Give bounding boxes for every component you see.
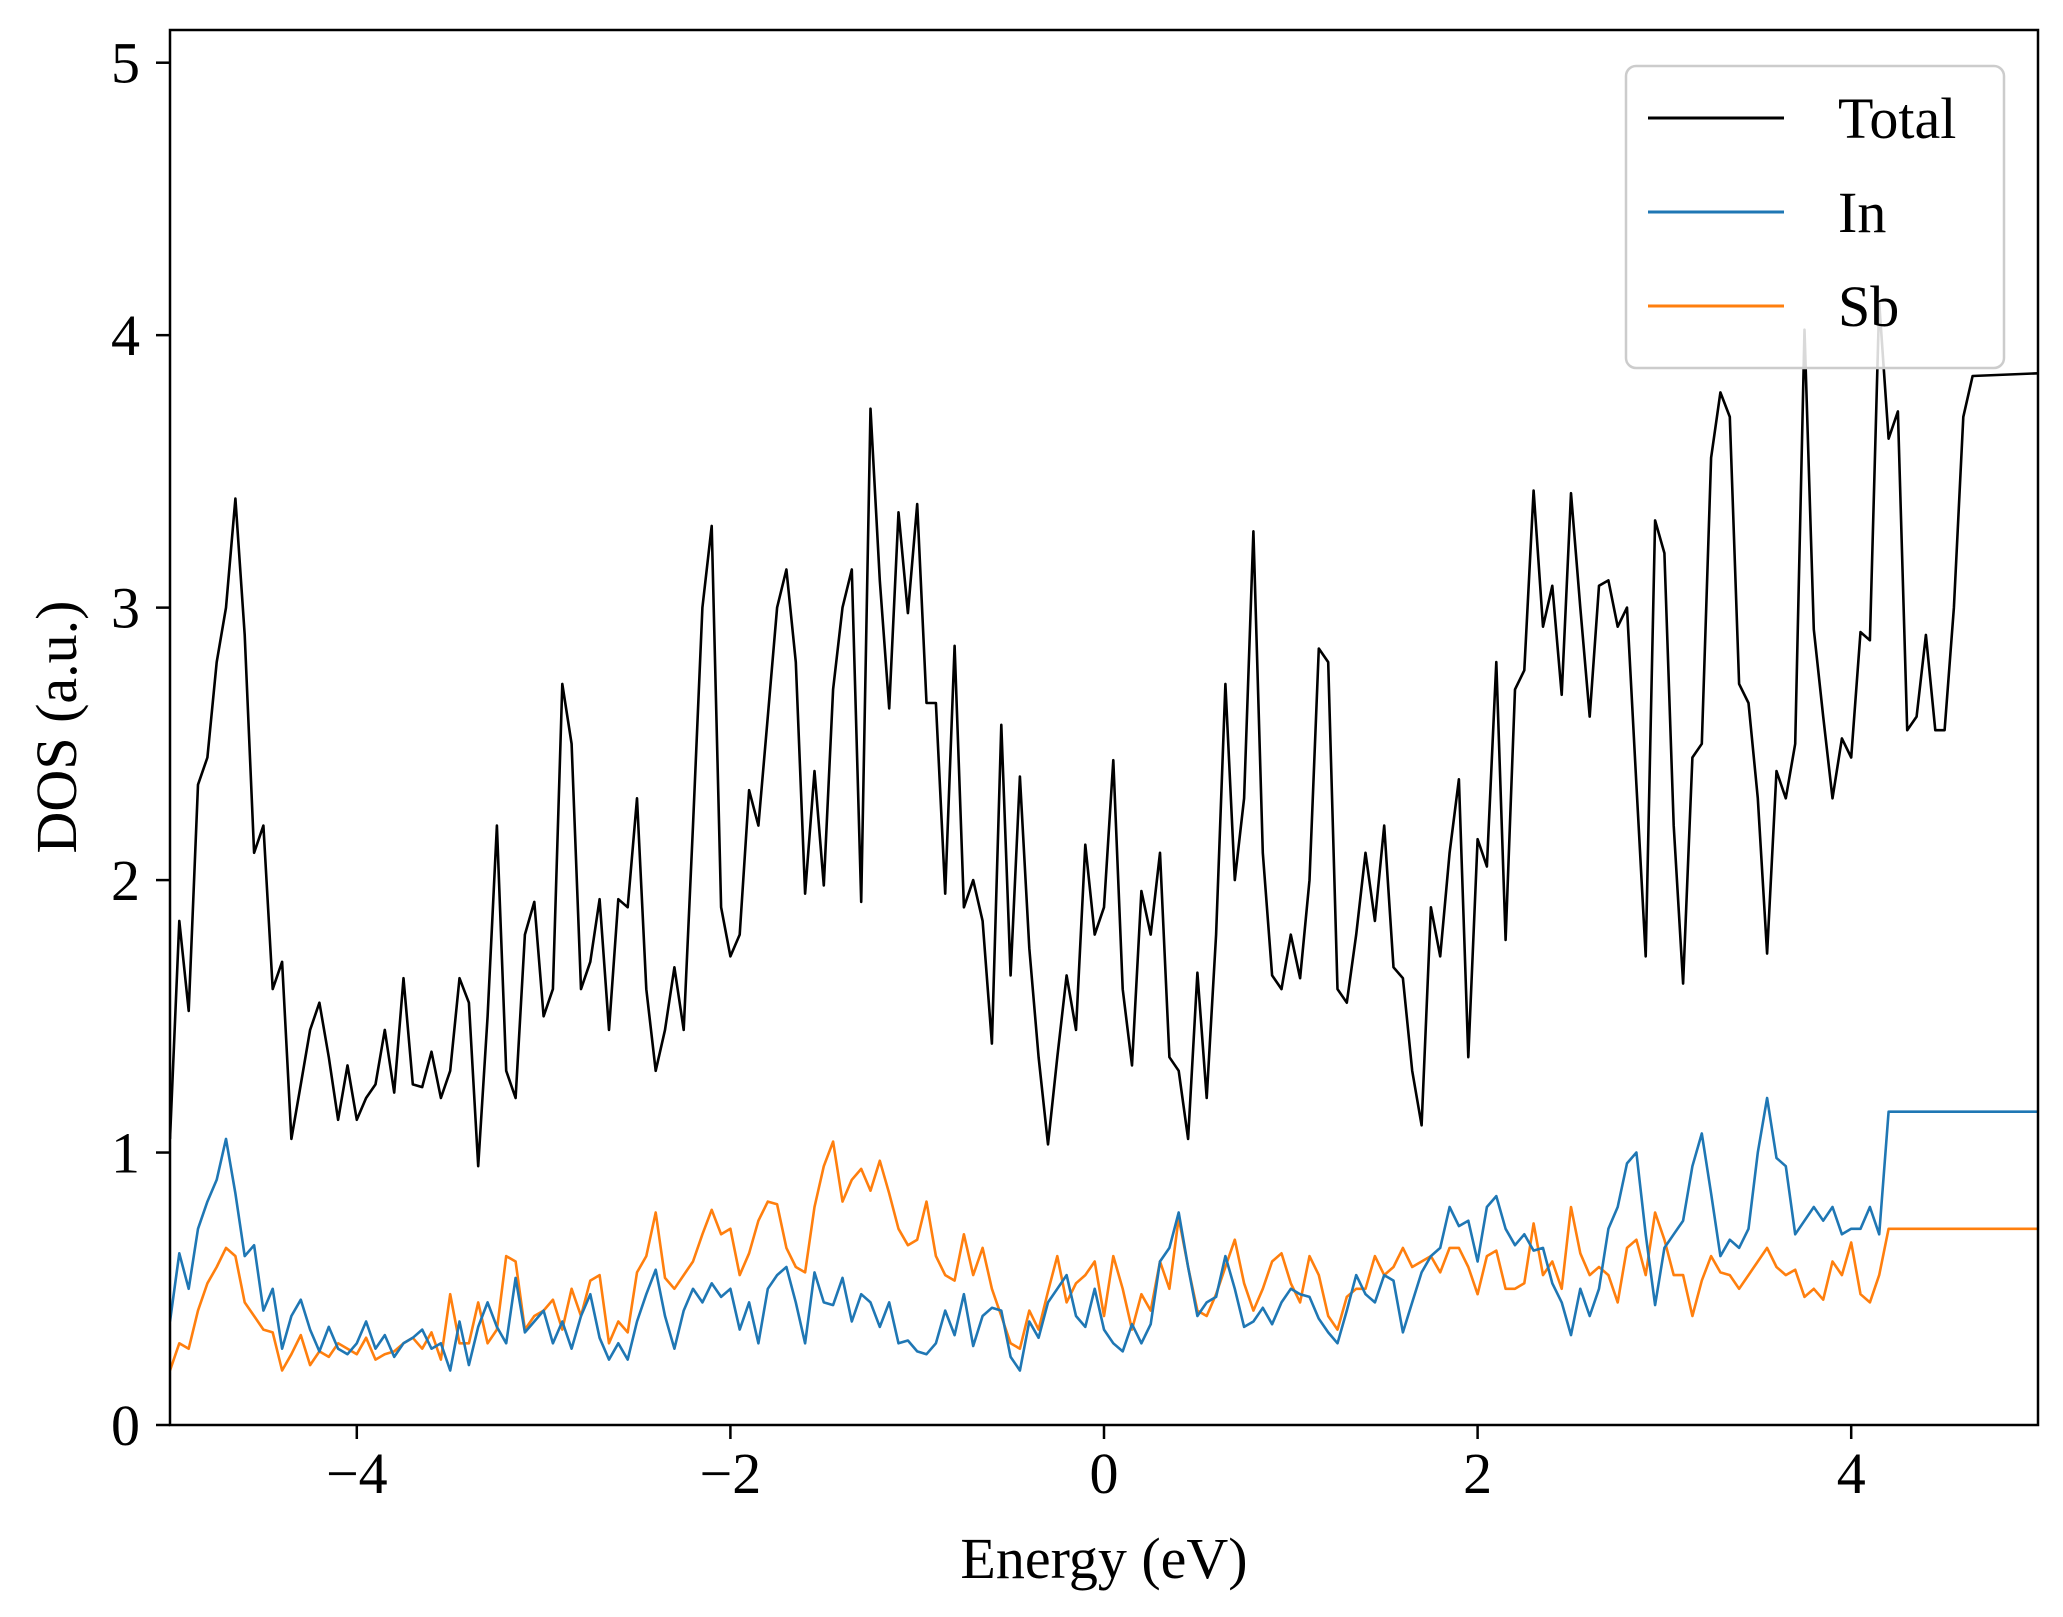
legend-label-total: Total <box>1838 86 1956 151</box>
legend-label-in: In <box>1838 180 1886 245</box>
x-tick-label: −2 <box>700 1441 762 1506</box>
x-tick-label: 4 <box>1837 1441 1866 1506</box>
x-axis-ticks: −4 −2 0 2 4 <box>326 1425 1866 1506</box>
x-tick-label: −4 <box>326 1441 388 1506</box>
y-axis-label: DOS (a.u.) <box>24 601 89 854</box>
x-tick-label: 2 <box>1463 1441 1492 1506</box>
series-line-in <box>170 1096 2038 1372</box>
legend: Total In Sb <box>1624 64 2006 370</box>
y-tick-label: 5 <box>111 31 140 96</box>
legend-box <box>1624 64 2006 370</box>
y-tick-label: 4 <box>111 303 140 368</box>
series-line-total <box>170 301 2038 1168</box>
y-tick-label: 3 <box>111 576 140 641</box>
y-tick-label: 1 <box>111 1121 140 1186</box>
y-axis-ticks: 0 1 2 3 4 5 <box>111 31 170 1458</box>
y-tick-label: 2 <box>111 848 140 913</box>
series-layer <box>170 301 2038 1372</box>
x-axis-label: Energy (eV) <box>960 1526 1247 1591</box>
legend-label-sb: Sb <box>1838 274 1899 339</box>
y-tick-label: 0 <box>111 1393 140 1458</box>
x-tick-label: 0 <box>1090 1441 1119 1506</box>
